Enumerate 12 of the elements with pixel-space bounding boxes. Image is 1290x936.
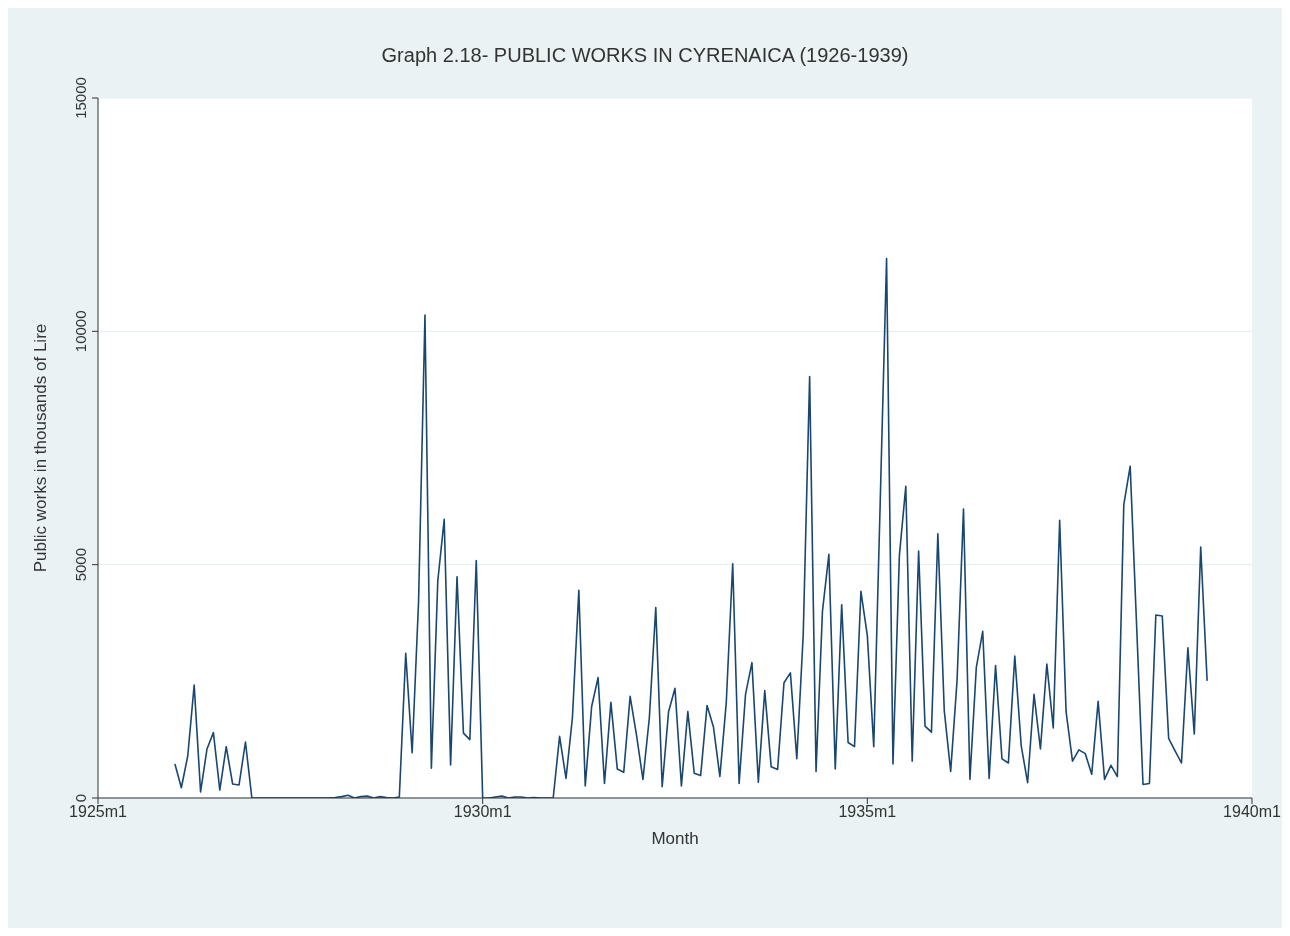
y-tick-label: 0 xyxy=(72,793,89,803)
y-tick-label: 5000 xyxy=(72,547,89,582)
x-tick-label: 1925m1 xyxy=(69,803,128,821)
y-axis-title: Public works in thousands of Lire xyxy=(31,323,51,573)
y-tick-label: 15000 xyxy=(72,77,89,119)
x-tick-label: 1935m1 xyxy=(838,803,897,821)
chart-title: Graph 2.18- PUBLIC WORKS IN CYRENAICA (1926-1939) xyxy=(380,44,910,67)
y-tick-label: 10000 xyxy=(72,310,89,353)
x-axis-title: Month xyxy=(651,829,699,848)
x-tick-label: 1940m1 xyxy=(1223,803,1282,821)
line-series xyxy=(174,257,1208,798)
x-tick-label: 1930m1 xyxy=(453,803,512,821)
